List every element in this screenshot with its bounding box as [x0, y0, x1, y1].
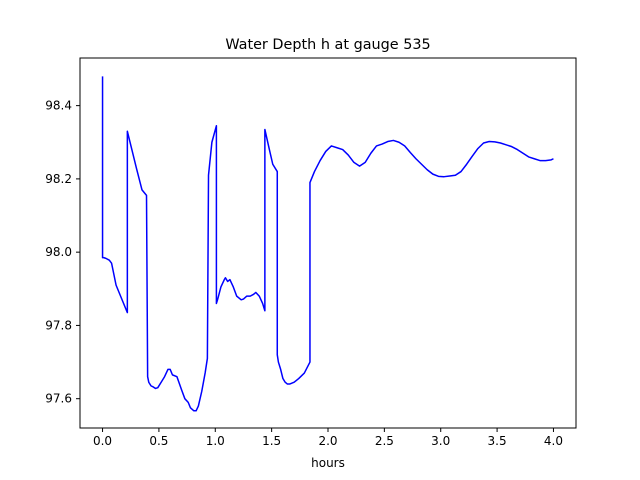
- plot-frame: [79, 57, 577, 429]
- plot-area: [80, 58, 576, 428]
- y-tick-label: 97.8: [45, 318, 72, 332]
- x-axis-label: hours: [311, 456, 345, 470]
- chart-title: Water Depth h at gauge 535: [225, 37, 430, 53]
- x-tick-label: 1.5: [262, 434, 281, 448]
- x-tick-label: 0.0: [93, 434, 112, 448]
- y-tick-label: 98.4: [45, 99, 72, 113]
- x-tick-label: 0.5: [149, 434, 168, 448]
- x-tick-label: 2.5: [375, 434, 394, 448]
- series-line-0: [101, 76, 554, 412]
- series-layer: [101, 76, 554, 412]
- x-tick-label: 3.5: [488, 434, 507, 448]
- ticks-layer: 0.0 0.5 1.0 1.5 2.0 2.5 3.0 3.5 4.0 97.6 97.8 98.0 9…: [45, 99, 563, 448]
- x-tick-label: 2.0: [318, 434, 337, 448]
- x-tick-label: 3.0: [431, 434, 450, 448]
- y-tick-label: 98.0: [45, 245, 72, 259]
- x-tick-label: 1.0: [206, 434, 225, 448]
- x-tick-label: 4.0: [544, 434, 563, 448]
- y-tick-label: 98.2: [45, 172, 72, 186]
- y-tick-label: 97.6: [45, 392, 72, 406]
